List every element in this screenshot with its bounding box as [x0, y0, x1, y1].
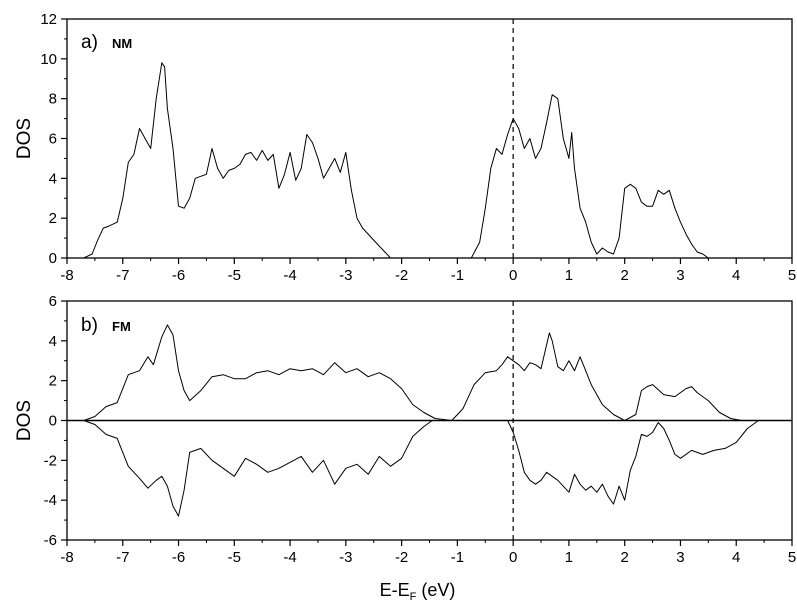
x-tick-label: 4	[732, 549, 740, 566]
x-tick-label: 1	[565, 549, 573, 566]
y-tick-label: 6	[49, 293, 57, 310]
y-tick-label: -6	[44, 532, 57, 549]
x-tick-label: 0	[509, 267, 517, 284]
y-tick-label: 6	[49, 131, 57, 148]
x-tick-label: -6	[172, 549, 185, 566]
plot-frame	[66, 18, 793, 259]
y-tick-label: 4	[49, 333, 57, 350]
x-tick-label: -7	[116, 549, 129, 566]
panel-tag: FM	[112, 319, 131, 334]
x-tick-label: -5	[228, 267, 241, 284]
x-tick-label: -6	[172, 267, 185, 284]
x-tick-label: 3	[676, 549, 684, 566]
y-tick-label: 0	[49, 413, 57, 430]
y-tick-label: 10	[40, 51, 57, 68]
y-tick-label: 4	[49, 170, 57, 187]
x-tick-label: 3	[676, 267, 684, 284]
x-tick-label: -5	[228, 549, 241, 566]
y-tick-label: 2	[49, 210, 57, 227]
x-tick-label: -8	[60, 267, 73, 284]
y-tick-label: 8	[49, 91, 57, 108]
x-tick-label: 2	[621, 267, 629, 284]
x-tick-label: -3	[339, 549, 352, 566]
panel-b-fm: -8 -7 -6 -5 -4 -3 -2 -1 0 1 2 3 4 5 -6 -4 -2 0 2 4 6 DOS b) FM E…	[14, 293, 796, 603]
x-tick-label: 4	[732, 267, 740, 284]
x-tick-label: -1	[451, 267, 464, 284]
x-tick-label: 0	[509, 549, 517, 566]
dos-curve	[83, 62, 737, 259]
x-tick-label: 5	[788, 267, 796, 284]
y-tick-label: -4	[44, 492, 57, 509]
y-tick-label: 0	[49, 250, 57, 267]
x-tick-label: -1	[451, 549, 464, 566]
x-tick-label: -2	[395, 549, 408, 566]
y-axis-label: DOS	[14, 118, 35, 159]
panel-label: b)	[81, 315, 98, 336]
x-tick-label: -2	[395, 267, 408, 284]
x-tick-label: 2	[621, 549, 629, 566]
x-tick-label: -8	[60, 549, 73, 566]
x-tick-label: -3	[339, 267, 352, 284]
x-axis-label: E-EF (eV)	[380, 580, 456, 603]
x-tick-label: -7	[116, 267, 129, 284]
x-tick-label: -4	[283, 549, 296, 566]
y-tick-label: 2	[49, 373, 57, 390]
x-tick-label: 5	[788, 549, 796, 566]
y-tick-label: -2	[44, 452, 57, 469]
panel-label: a)	[81, 32, 98, 53]
dos-curve	[83, 324, 742, 421]
y-tick-label: 12	[40, 11, 57, 28]
panel-tag: NM	[112, 36, 132, 51]
x-tick-label: 1	[565, 267, 573, 284]
dos-curve-spin-down	[83, 420, 759, 517]
x-tick-label: -4	[283, 267, 296, 284]
y-axis-label: DOS	[14, 400, 35, 441]
